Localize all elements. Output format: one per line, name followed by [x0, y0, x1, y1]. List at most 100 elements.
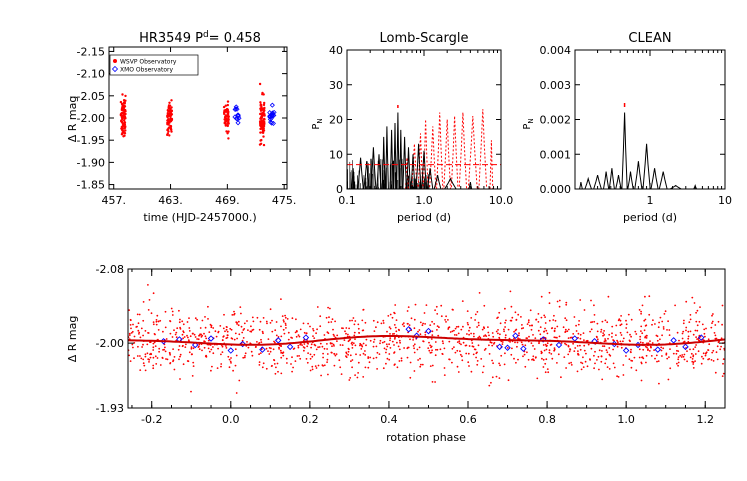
phase-point [468, 329, 470, 332]
phase-point [543, 330, 545, 333]
phase-point [568, 350, 571, 353]
phase-data [127, 284, 726, 394]
phase-point [152, 342, 155, 345]
phase-point [146, 343, 149, 346]
phase-point [394, 326, 397, 329]
timeseries-point-xmo [269, 110, 275, 116]
ls-ytick-label: 0 [336, 183, 343, 196]
phase-point [207, 339, 210, 342]
phase-point [156, 357, 159, 359]
timeseries-point [262, 124, 265, 127]
phase-point [576, 345, 579, 347]
phase-point [157, 320, 160, 323]
phase-point [682, 322, 685, 325]
phase-point [345, 356, 348, 358]
timeseries-point [263, 101, 266, 105]
phase-point [530, 342, 533, 344]
phase-point [279, 349, 282, 352]
phase-point [214, 330, 217, 333]
timeseries-point [225, 130, 228, 133]
phase-point [480, 358, 483, 360]
phase-point [693, 302, 696, 304]
phase-point [497, 332, 499, 335]
ls-ytick-label: 40 [329, 44, 343, 57]
phase-point [583, 349, 586, 352]
phase-point [226, 334, 229, 337]
phase-point [553, 314, 555, 317]
phase-point [582, 366, 585, 368]
phase-point [681, 337, 684, 340]
ls-ytick-label: 10 [329, 148, 343, 161]
phase-point [660, 349, 663, 352]
phase-point [702, 357, 705, 360]
phase-point [504, 321, 506, 324]
phase-point [200, 336, 203, 338]
timeseries-point [260, 125, 263, 128]
phase-point [250, 350, 253, 353]
phase-point [608, 347, 611, 349]
phase-point [395, 330, 398, 333]
phase-point [683, 353, 686, 356]
phase-point [722, 358, 725, 360]
phase-point [682, 330, 685, 333]
phase-point [646, 334, 648, 337]
phase-point [577, 350, 579, 352]
timeseries-point [226, 124, 229, 128]
phase-point [376, 351, 379, 354]
timeseries-point [120, 120, 124, 123]
phase-point [696, 309, 699, 312]
clean-ytick-label: 0.002 [540, 114, 572, 127]
phase-point [155, 323, 158, 326]
phase-point [347, 353, 349, 356]
phase-point-xmo [259, 346, 266, 353]
phase-point [453, 334, 456, 336]
phase-point [640, 312, 642, 315]
phase-point [680, 356, 683, 358]
phase-point [222, 327, 225, 330]
phase-point [386, 345, 389, 348]
phase-point [657, 326, 660, 329]
phase-point [269, 322, 272, 324]
phase-point [179, 318, 181, 321]
phase-point [155, 319, 158, 321]
phase-point [242, 356, 245, 359]
phase-point [317, 346, 319, 349]
phase-point [722, 372, 725, 375]
phase-point [616, 345, 619, 348]
phase-point [309, 357, 312, 360]
phase-point [648, 350, 651, 352]
phase-point [271, 330, 274, 333]
phase-point [367, 356, 370, 358]
phase-point [454, 327, 457, 330]
phase-point [242, 337, 245, 339]
phase-point [364, 321, 367, 324]
phase-point [675, 352, 678, 355]
phase-point [295, 330, 298, 332]
phase-point-xmo [239, 340, 246, 348]
phase-point [329, 307, 331, 310]
phase-point [471, 342, 474, 344]
timeseries-point [263, 114, 266, 117]
ls-xtick-label: 1.0 [415, 194, 433, 207]
phase-point [282, 354, 285, 357]
phase-point [353, 323, 356, 326]
timeseries-point [170, 109, 173, 112]
phase-point [652, 319, 654, 322]
phase-point [615, 324, 618, 327]
phase-point [226, 326, 228, 328]
phase-point [565, 319, 568, 322]
phase-point [173, 368, 176, 371]
phase-point [150, 353, 153, 356]
phase-point [704, 352, 707, 355]
timeseries-point [262, 111, 265, 114]
phase-point [681, 332, 684, 335]
timeseries-point [166, 114, 169, 117]
phase-point [194, 317, 197, 320]
phase-point [369, 339, 372, 342]
timeseries-xtick-label: 457. [101, 194, 126, 207]
phase-point [492, 362, 494, 365]
phase-point [275, 334, 278, 337]
phase-point [474, 313, 477, 316]
phase-point [603, 340, 606, 343]
phase-point [579, 344, 581, 347]
